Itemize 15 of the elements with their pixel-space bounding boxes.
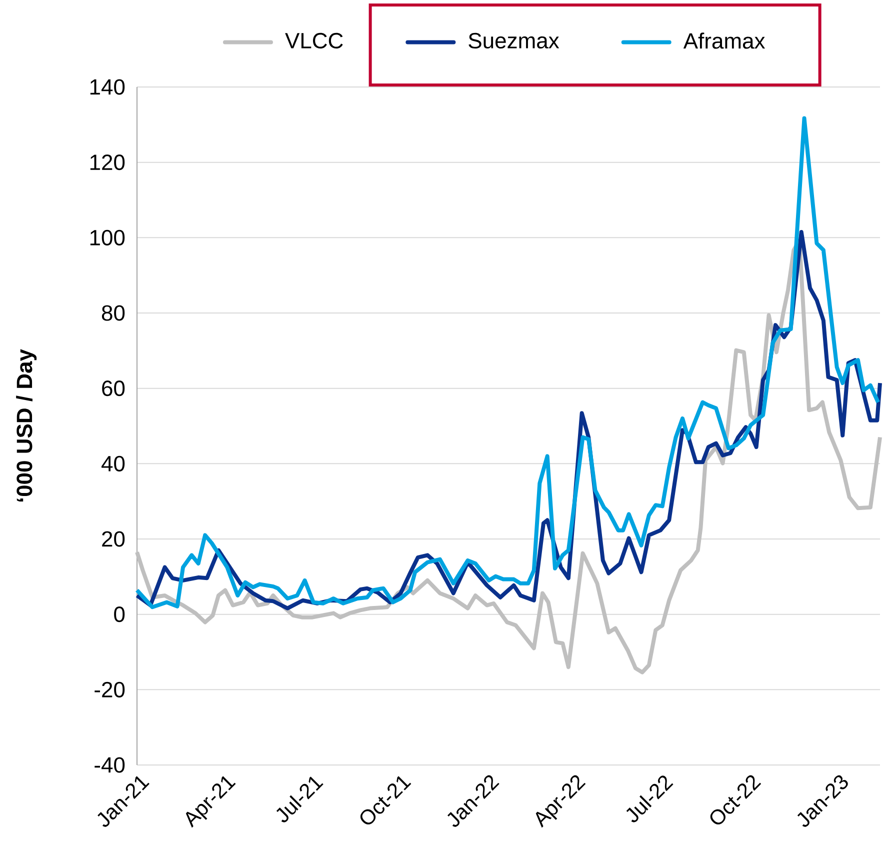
legend-label: Suezmax	[468, 32, 560, 48]
y-tick-label: -20	[94, 682, 125, 698]
legend-label: Aframax	[683, 32, 766, 49]
y-tick-label: 100	[90, 230, 125, 246]
y-tick-label: 120	[90, 154, 125, 170]
line-series	[135, 116, 880, 610]
y-tick-label: 20	[102, 531, 125, 547]
y-tick-label: 140	[90, 79, 125, 95]
y-tick-label: 40	[102, 456, 125, 472]
y-tick-label: -40	[94, 757, 125, 773]
y-tick-label: 0	[114, 606, 125, 622]
y-tick-label: 60	[102, 380, 125, 396]
y-tick-label: 80	[102, 305, 125, 321]
legend-label: VLCC	[285, 32, 343, 48]
y-axis-title: ‘000 USD / Day	[16, 349, 37, 502]
